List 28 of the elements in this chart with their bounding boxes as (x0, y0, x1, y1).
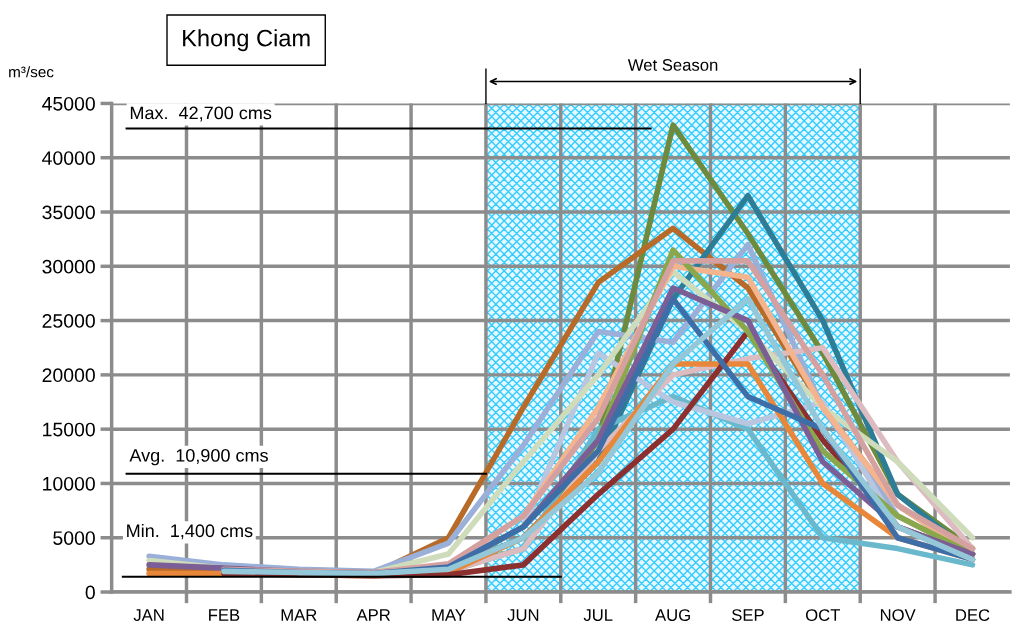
ref-line-label: Avg. 10,900 cms (129, 449, 268, 466)
chart-title: Khong Ciam (183, 29, 310, 52)
x-tick-label: SEP (732, 609, 764, 621)
x-tick-label: DEC (956, 609, 990, 621)
y-tick-label: 15000 (43, 422, 95, 437)
y-tick-label: 30000 (42, 259, 95, 274)
y-tick-label: 20000 (42, 368, 95, 383)
y-tick-label: 35000 (42, 205, 95, 220)
x-tick-label: MAR (281, 609, 317, 621)
y-tick-label: 40000 (42, 151, 95, 165)
y-tick-label: 0 (85, 585, 95, 600)
x-tick-label: APR (356, 609, 391, 621)
x-tick-label: JUN (507, 609, 539, 621)
y-tick-label: 45000 (42, 96, 95, 111)
x-tick-label: OCT (805, 609, 840, 621)
x-tick-label: JAN (133, 609, 164, 621)
x-tick-label: MAY (432, 609, 466, 621)
y-axis-title: m³/sec (9, 66, 54, 78)
x-tick-label: JUL (583, 609, 613, 621)
y-tick-label: 25000 (42, 314, 95, 328)
ref-line-label: Min. 1,400 cms (127, 523, 253, 540)
x-tick-label: AUG (655, 609, 690, 621)
y-tick-label: 10000 (43, 476, 95, 491)
y-tick-label: 5000 (53, 531, 95, 545)
band-label: Wet Season (627, 59, 718, 71)
x-tick-label: FEB (209, 609, 240, 621)
ref-line-label: Max. 42,700 cms (130, 106, 272, 122)
x-tick-label: NOV (880, 609, 916, 621)
